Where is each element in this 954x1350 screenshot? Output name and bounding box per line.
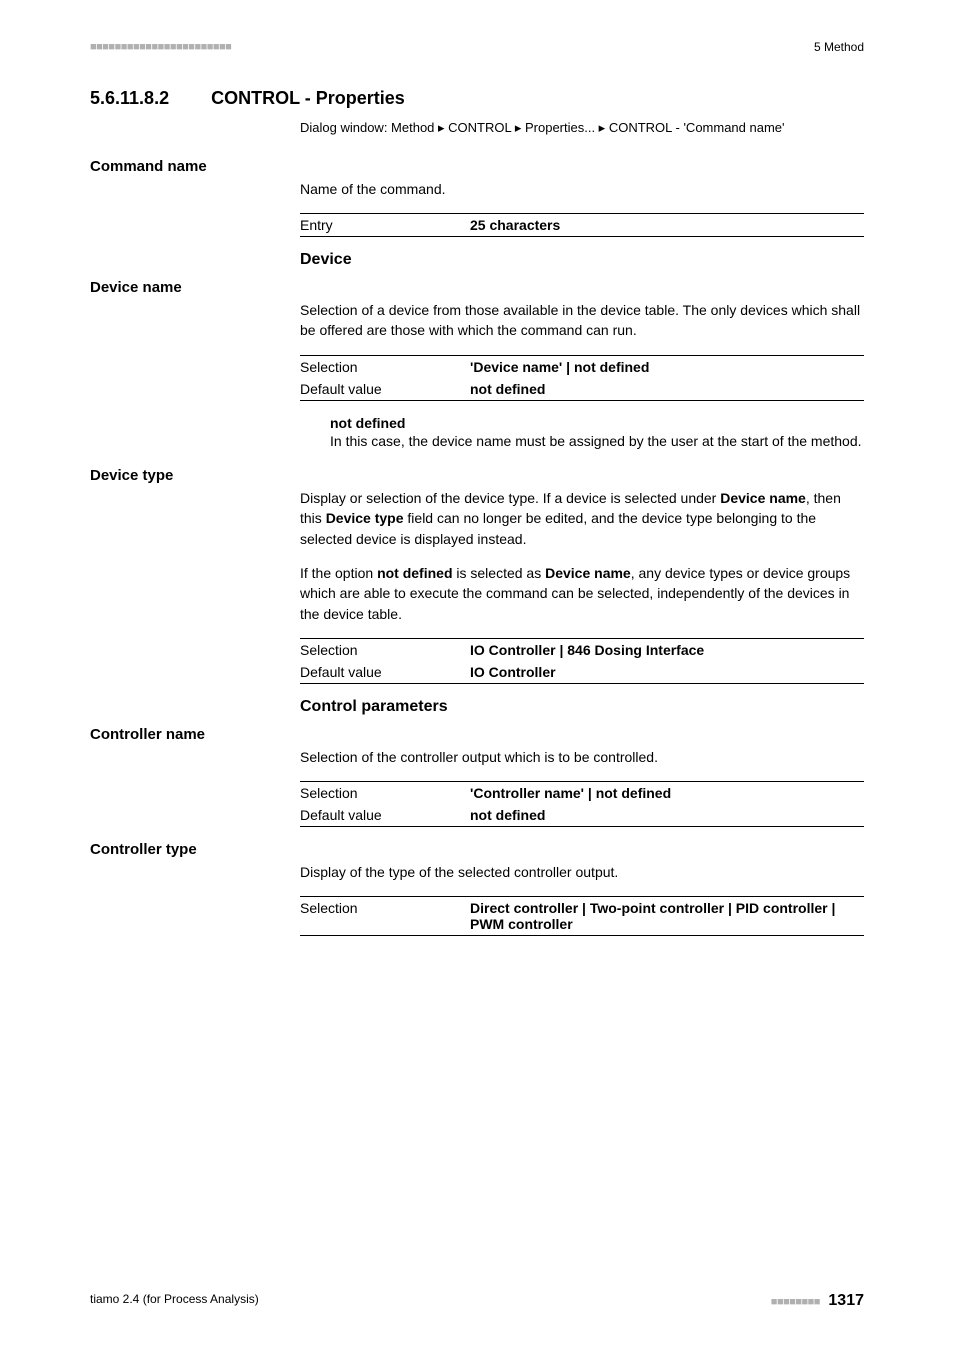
device-name-table: Selection 'Device name' | not defined De… xyxy=(300,355,864,401)
device-name-heading: Device name xyxy=(90,279,864,296)
section-heading: 5.6.11.8.2 CONTROL - Properties xyxy=(90,88,864,109)
default-value: not defined xyxy=(470,381,864,397)
footer-dashes: ■■■■■■■■ xyxy=(771,1296,820,1308)
not-defined-def: In this case, the device name must be as… xyxy=(330,431,864,451)
device-subsection-title: Device xyxy=(300,251,864,269)
table-row: Selection 'Controller name' | not define… xyxy=(300,782,864,804)
table-row: Default value not defined xyxy=(300,378,864,400)
default-label: Default value xyxy=(300,664,470,680)
table-row: Selection Direct controller | Two-point … xyxy=(300,897,864,935)
table-row: Default value not defined xyxy=(300,804,864,826)
entry-value: 25 characters xyxy=(470,217,864,233)
selection-value: Direct controller | Two-point controller… xyxy=(470,900,864,932)
selection-value: 'Device name' | not defined xyxy=(470,359,864,375)
device-type-table: Selection IO Controller | 846 Dosing Int… xyxy=(300,638,864,684)
selection-label: Selection xyxy=(300,900,470,932)
table-row: Entry 25 characters xyxy=(300,214,864,236)
controller-type-heading: Controller type xyxy=(90,841,864,858)
command-name-heading: Command name xyxy=(90,158,864,175)
page-number: 1317 xyxy=(828,1292,864,1309)
bold: not defined xyxy=(377,565,452,581)
page-header: ■■■■■■■■■■■■■■■■■■■■■■■ 5 Method xyxy=(90,40,864,54)
controller-name-heading: Controller name xyxy=(90,726,864,743)
selection-value: 'Controller name' | not defined xyxy=(470,785,864,801)
default-value: not defined xyxy=(470,807,864,823)
header-chapter: 5 Method xyxy=(814,40,864,54)
text: Display or selection of the device type.… xyxy=(300,490,720,506)
device-type-heading: Device type xyxy=(90,467,864,484)
default-value: IO Controller xyxy=(470,664,864,680)
footer-right: ■■■■■■■■ 1317 xyxy=(771,1292,864,1310)
section-title: CONTROL - Properties xyxy=(211,88,405,109)
controller-type-table: Selection Direct controller | Two-point … xyxy=(300,896,864,936)
default-label: Default value xyxy=(300,381,470,397)
entry-label: Entry xyxy=(300,217,470,233)
device-name-desc: Selection of a device from those availab… xyxy=(300,300,864,341)
controller-name-desc: Selection of the controller output which… xyxy=(300,747,864,767)
device-type-p1: Display or selection of the device type.… xyxy=(300,488,864,549)
selection-label: Selection xyxy=(300,642,470,658)
table-row: Selection IO Controller | 846 Dosing Int… xyxy=(300,639,864,661)
table-row: Default value IO Controller xyxy=(300,661,864,683)
bold: Device name xyxy=(545,565,631,581)
dialog-path: Dialog window: Method ▸ CONTROL ▸ Proper… xyxy=(300,119,864,138)
section-number: 5.6.11.8.2 xyxy=(90,88,169,109)
text: is selected as xyxy=(453,565,546,581)
command-name-table: Entry 25 characters xyxy=(300,213,864,237)
text: If the option xyxy=(300,565,377,581)
not-defined-term: not defined xyxy=(330,415,864,431)
page-footer: tiamo 2.4 (for Process Analysis) ■■■■■■■… xyxy=(90,1292,864,1310)
bold: Device type xyxy=(326,510,404,526)
footer-left: tiamo 2.4 (for Process Analysis) xyxy=(90,1292,259,1310)
selection-label: Selection xyxy=(300,359,470,375)
default-label: Default value xyxy=(300,807,470,823)
controller-name-table: Selection 'Controller name' | not define… xyxy=(300,781,864,827)
command-name-desc: Name of the command. xyxy=(300,179,864,199)
bold: Device name xyxy=(720,490,806,506)
selection-value: IO Controller | 846 Dosing Interface xyxy=(470,642,864,658)
device-type-p2: If the option not defined is selected as… xyxy=(300,563,864,624)
control-params-title: Control parameters xyxy=(300,698,864,716)
header-dashes: ■■■■■■■■■■■■■■■■■■■■■■■ xyxy=(90,41,231,53)
not-defined-block: not defined In this case, the device nam… xyxy=(330,415,864,451)
selection-label: Selection xyxy=(300,785,470,801)
controller-type-desc: Display of the type of the selected cont… xyxy=(300,862,864,882)
table-row: Selection 'Device name' | not defined xyxy=(300,356,864,378)
